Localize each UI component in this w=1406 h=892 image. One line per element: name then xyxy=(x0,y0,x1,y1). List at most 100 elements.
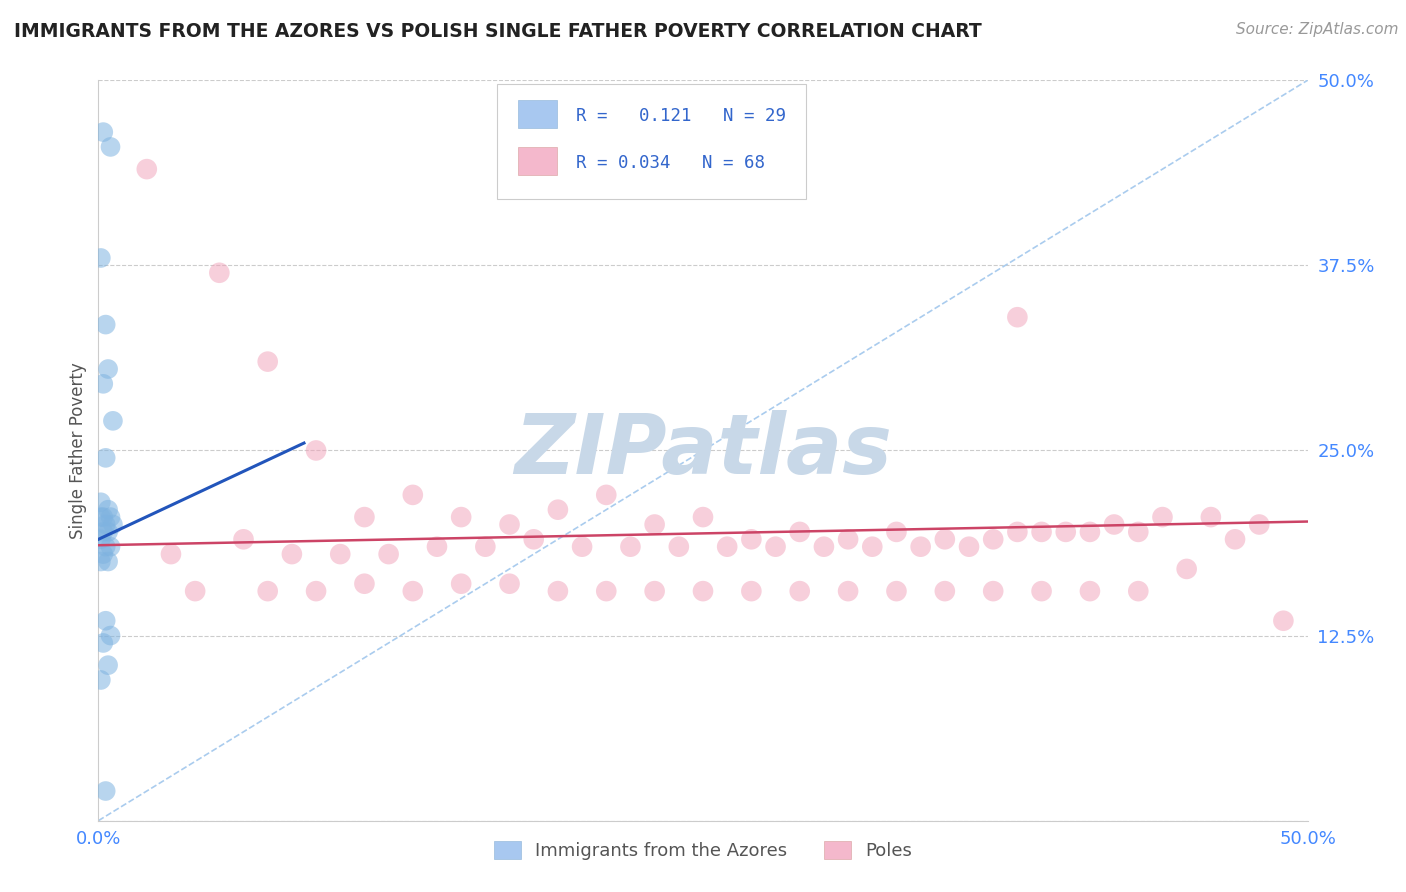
Point xyxy=(426,540,449,554)
Point xyxy=(1128,524,1150,539)
Point xyxy=(547,584,569,599)
Point xyxy=(860,540,883,554)
Point xyxy=(353,576,375,591)
Text: R =   0.121   N = 29: R = 0.121 N = 29 xyxy=(576,107,786,125)
Point xyxy=(94,784,117,798)
Point xyxy=(1102,517,1125,532)
Point xyxy=(232,533,254,547)
Point xyxy=(94,614,117,628)
Point xyxy=(692,584,714,599)
Point xyxy=(208,266,231,280)
Point xyxy=(160,547,183,561)
Point xyxy=(1152,510,1174,524)
Point xyxy=(1007,310,1029,325)
Text: IMMIGRANTS FROM THE AZORES VS POLISH SINGLE FATHER POVERTY CORRELATION CHART: IMMIGRANTS FROM THE AZORES VS POLISH SIN… xyxy=(14,22,981,41)
Point xyxy=(305,443,328,458)
Point xyxy=(692,510,714,524)
Point xyxy=(101,414,124,428)
Y-axis label: Single Father Poverty: Single Father Poverty xyxy=(69,362,87,539)
Point xyxy=(1031,584,1053,599)
Point xyxy=(981,584,1004,599)
Point xyxy=(474,540,496,554)
Point xyxy=(94,318,117,332)
Point xyxy=(644,584,666,599)
Point xyxy=(256,584,278,599)
Text: ZIPatlas: ZIPatlas xyxy=(515,410,891,491)
Point xyxy=(100,140,122,154)
Point xyxy=(813,540,835,554)
Point xyxy=(934,584,956,599)
FancyBboxPatch shape xyxy=(498,84,806,199)
Point xyxy=(97,524,120,539)
Point xyxy=(94,450,117,465)
Point xyxy=(886,584,908,599)
Point xyxy=(100,628,122,642)
Point xyxy=(256,354,278,368)
Point xyxy=(101,517,124,532)
Point xyxy=(90,673,112,687)
Point xyxy=(740,533,762,547)
Point xyxy=(981,533,1004,547)
Point xyxy=(281,547,304,561)
Point xyxy=(571,540,593,554)
Point xyxy=(837,533,859,547)
Point xyxy=(91,376,114,391)
Point xyxy=(1249,517,1271,532)
Point xyxy=(934,533,956,547)
Point xyxy=(91,547,114,561)
Point xyxy=(91,510,114,524)
Point xyxy=(1272,614,1295,628)
Point xyxy=(90,533,112,547)
Point xyxy=(305,584,328,599)
Point xyxy=(97,502,120,516)
Point xyxy=(377,547,399,561)
Point xyxy=(90,555,112,569)
Point xyxy=(789,584,811,599)
Point xyxy=(402,488,425,502)
Point xyxy=(91,636,114,650)
Point xyxy=(1078,584,1101,599)
Point xyxy=(668,540,690,554)
Point xyxy=(644,517,666,532)
Point xyxy=(450,576,472,591)
Point xyxy=(1007,524,1029,539)
Point xyxy=(1078,524,1101,539)
Point xyxy=(91,125,114,139)
Point xyxy=(1128,584,1150,599)
Legend: Immigrants from the Azores, Poles: Immigrants from the Azores, Poles xyxy=(486,833,920,867)
Point xyxy=(329,547,352,561)
Point xyxy=(837,584,859,599)
Point xyxy=(90,251,112,265)
Point xyxy=(789,524,811,539)
Point xyxy=(595,584,617,599)
FancyBboxPatch shape xyxy=(517,146,557,175)
Point xyxy=(547,502,569,516)
Point xyxy=(97,362,120,376)
Point xyxy=(619,540,641,554)
Point xyxy=(100,510,122,524)
Point xyxy=(94,517,117,532)
Point xyxy=(90,510,112,524)
Point xyxy=(135,162,157,177)
Point xyxy=(957,540,980,554)
Point xyxy=(1054,524,1077,539)
Point xyxy=(523,533,546,547)
Point xyxy=(184,584,207,599)
Point xyxy=(97,658,120,673)
Point xyxy=(353,510,375,524)
Text: Source: ZipAtlas.com: Source: ZipAtlas.com xyxy=(1236,22,1399,37)
Point xyxy=(97,555,120,569)
Point xyxy=(886,524,908,539)
Point xyxy=(450,510,472,524)
Point xyxy=(740,584,762,599)
Point xyxy=(1175,562,1198,576)
Point xyxy=(595,488,617,502)
Point xyxy=(100,540,122,554)
Point xyxy=(91,524,114,539)
Point xyxy=(1199,510,1222,524)
Point xyxy=(1223,533,1246,547)
Point xyxy=(402,584,425,599)
Point xyxy=(94,540,117,554)
Point xyxy=(498,576,520,591)
Point xyxy=(716,540,738,554)
